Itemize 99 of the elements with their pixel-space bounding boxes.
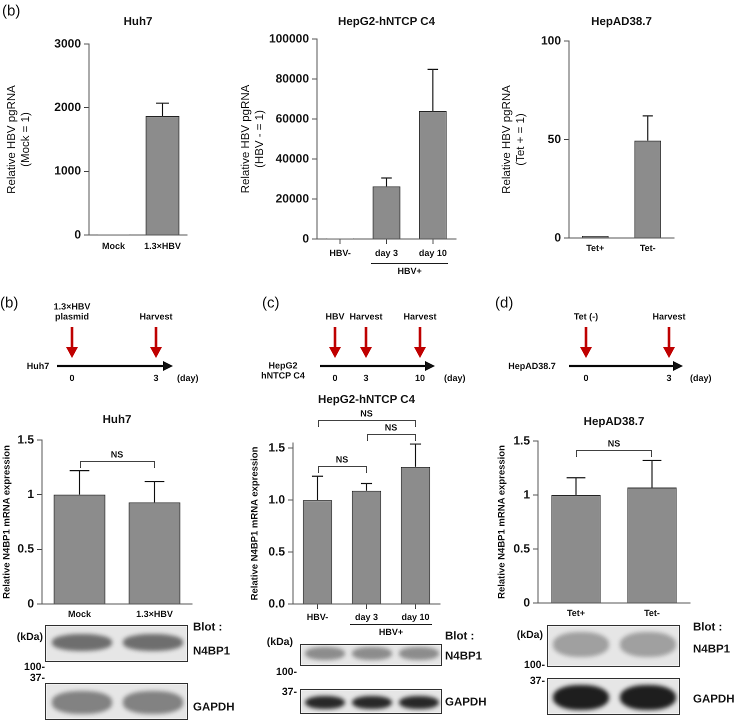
- y-tick-label: 50: [548, 132, 562, 146]
- y-tick-label: 1.5: [17, 432, 34, 446]
- x-tick-label: Tet-: [644, 608, 660, 618]
- text: N4BP1: [693, 643, 730, 657]
- text: (kDa): [16, 630, 43, 644]
- y-tick-label: 1: [523, 487, 530, 502]
- text: 100-: [524, 658, 545, 672]
- text: (d): [495, 294, 514, 312]
- text: HepAD38.7: [507, 360, 557, 372]
- text: 1.3×HBV plasmid: [52, 301, 92, 322]
- text: 100-: [276, 666, 297, 678]
- chart-title: Huh7: [124, 16, 152, 28]
- y-tick-label: 0.5: [268, 544, 286, 558]
- text: NS: [384, 422, 398, 434]
- y-tick-label: 0: [302, 231, 310, 246]
- text: HBV+: [378, 627, 404, 638]
- text: Blot :: [445, 630, 474, 644]
- y-tick-label: 1.0: [268, 492, 286, 506]
- y-tick-label: 40000: [276, 151, 310, 166]
- y-tick-label: 0: [27, 596, 34, 610]
- text: Tet (-): [572, 312, 600, 322]
- text: Harvest: [402, 312, 438, 322]
- x-tick-label: HBV-: [306, 612, 328, 622]
- y-tick-label: 80000: [276, 71, 310, 86]
- text: 37-: [30, 672, 45, 684]
- text: Harvest: [348, 312, 384, 322]
- text: 3: [363, 372, 369, 384]
- y-tick-label: 20000: [276, 191, 310, 206]
- text: GAPDH: [445, 696, 487, 710]
- annotation: NS: [608, 439, 620, 450]
- text: (b): [2, 2, 20, 20]
- text: GAPDH: [693, 693, 735, 707]
- annotation: NS: [110, 449, 124, 460]
- x-tick-label: HBV-: [329, 248, 351, 258]
- x-tick-label: 1.3×HBV: [144, 240, 181, 251]
- text: GAPDH: [193, 701, 235, 715]
- y-tick-label: 60000: [276, 111, 310, 126]
- x-tick-label: day 3: [374, 248, 398, 258]
- y-tick-label: 1.5: [513, 433, 530, 448]
- x-tick-label: 1.3×HBV: [136, 608, 173, 619]
- text: (b): [0, 294, 18, 312]
- y-tick-label: 100000: [268, 31, 310, 46]
- y-axis-title: Relative HBV pgRNA (HBV - = 1): [240, 84, 266, 194]
- y-tick-label: 3000: [54, 36, 82, 50]
- text: Harvest: [651, 312, 687, 322]
- y-axis-title: Relative HBV pgRNA (Tet + = 1): [501, 84, 527, 194]
- annotation: NS: [336, 454, 348, 466]
- y-tick-label: 0: [74, 227, 82, 242]
- text: HBV+: [398, 266, 422, 276]
- text: 0: [583, 372, 589, 384]
- text: Blot :: [693, 621, 722, 635]
- text: 100-: [24, 660, 45, 674]
- x-tick-label: day 10: [418, 248, 447, 258]
- x-tick-label: Tet-: [640, 242, 656, 253]
- chart-title: Huh7: [102, 414, 132, 426]
- x-tick-label: Tet+: [586, 242, 604, 253]
- y-tick-label: 2000: [54, 100, 82, 114]
- text: Harvest: [138, 312, 174, 322]
- y-tick-label: 0: [523, 595, 530, 610]
- x-tick-label: Tet+: [566, 608, 586, 618]
- text: N4BP1: [193, 645, 230, 659]
- text: N4BP1: [445, 650, 482, 664]
- text: (kDa): [516, 628, 543, 642]
- text: 37-: [282, 686, 297, 698]
- chart-title: HepG2-hNTCP C4: [318, 394, 416, 406]
- text: 10: [414, 372, 426, 384]
- y-axis-title: Relative N4BP1 mRNA expression: [1, 444, 12, 599]
- text: HepG2 hNTCP C4: [260, 360, 306, 382]
- chart-title: HepG2-hNTCP C4: [338, 16, 436, 28]
- x-tick-label: day 3: [354, 612, 378, 622]
- y-tick-label: 0.0: [268, 596, 286, 610]
- text: HBV: [325, 312, 344, 322]
- text: (day): [690, 372, 712, 384]
- y-tick-label: 100: [540, 33, 562, 48]
- y-tick-label: 0: [554, 230, 562, 244]
- x-tick-label: day 10: [401, 612, 430, 622]
- y-axis-title: Relative HBV pgRNA (Mock = 1): [6, 84, 32, 194]
- y-tick-label: 1: [27, 486, 34, 501]
- chart-title: HepAD38.7: [591, 16, 652, 28]
- text: 0: [332, 372, 338, 384]
- text: (kDa): [266, 636, 293, 648]
- x-tick-label: Mock: [68, 608, 92, 619]
- text: (day): [177, 372, 199, 384]
- text: Blot :: [193, 621, 222, 635]
- text: 3: [666, 372, 672, 384]
- y-axis-title: Relative N4BP1 mRNA expression: [496, 444, 508, 599]
- text: 3: [153, 372, 159, 384]
- text: (day): [444, 372, 466, 384]
- chart-title: HepAD38.7: [584, 416, 644, 428]
- y-axis-title: Relative N4BP1 mRNA expression: [249, 446, 260, 600]
- y-tick-label: 1.5: [268, 440, 286, 455]
- text: Huh7: [26, 360, 50, 372]
- y-tick-label: 0.5: [17, 542, 34, 556]
- text: (c): [262, 294, 280, 312]
- y-tick-label: 0.5: [513, 541, 530, 556]
- x-tick-label: Mock: [102, 240, 126, 251]
- y-tick-label: 1000: [54, 164, 82, 178]
- text: NS: [360, 408, 373, 420]
- text: 37-: [530, 674, 545, 688]
